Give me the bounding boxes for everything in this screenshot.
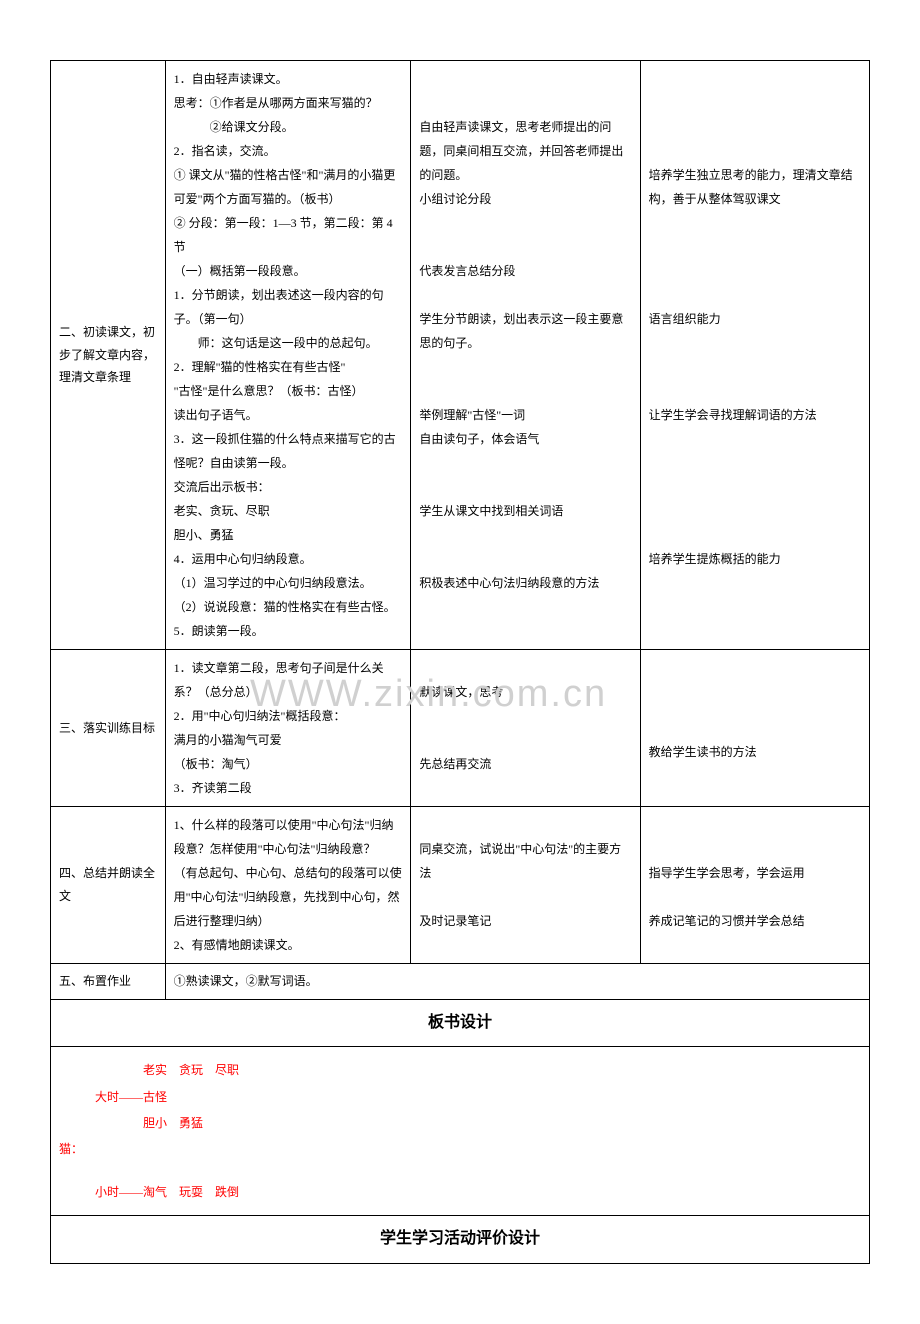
board-line-4: 猫： <box>59 1136 861 1162</box>
board-line-1: 老实 贪玩 尽职 <box>59 1057 861 1083</box>
spacer <box>59 1163 861 1179</box>
section-header-row: 学生学习活动评价设计 <box>51 1216 870 1263</box>
row2-col3: 默读课文，思考 先总结再交流 <box>411 650 640 807</box>
row1-col3: 自由轻声读课文，思考老师提出的问题，同桌间相互交流，并回答老师提出的问题。 小组… <box>411 61 640 650</box>
lesson-plan-table: 二、初读课文，初步了解文章内容，理清文章条理 1．自由轻声读课文。 思考：①作者… <box>50 60 870 1264</box>
row3-col3: 同桌交流，试说出"中心句法"的主要方法 及时记录笔记 <box>411 807 640 964</box>
board-design-row: 老实 贪玩 尽职 大时——古怪 胆小 勇猛 猫： 小时——淘气 玩耍 跌倒 <box>51 1047 870 1216</box>
section-header-row: 板书设计 <box>51 999 870 1046</box>
row4-col2: ①熟读课文，②默写词语。 <box>165 964 869 1000</box>
board-line-3: 胆小 勇猛 <box>59 1110 861 1136</box>
table-row: 二、初读课文，初步了解文章内容，理清文章条理 1．自由轻声读课文。 思考：①作者… <box>51 61 870 650</box>
board-line-5: 小时——淘气 玩耍 跌倒 <box>59 1179 861 1205</box>
row3-col1: 四、总结并朗读全文 <box>51 807 166 964</box>
row2-col2: 1．读文章第二段，思考句子间是什么关系？（总分总） 2．用"中心句归纳法"概括段… <box>165 650 411 807</box>
page-content: WWW.zixin.com.cn 二、初读课文，初步了解文章内容，理清文章条理 … <box>50 60 870 1264</box>
row3-col4: 指导学生学会思考，学会运用 养成记笔记的习惯并学会总结 <box>640 807 869 964</box>
evaluation-header: 学生学习活动评价设计 <box>51 1216 870 1263</box>
board-design-content: 老实 贪玩 尽职 大时——古怪 胆小 勇猛 猫： 小时——淘气 玩耍 跌倒 <box>51 1047 870 1216</box>
table-row: 五、布置作业 ①熟读课文，②默写词语。 <box>51 964 870 1000</box>
table-row: 四、总结并朗读全文 1、什么样的段落可以使用"中心句法"归纳段意？怎样使用"中心… <box>51 807 870 964</box>
row1-col4: 培养学生独立思考的能力，理清文章结构，善于从整体驾驭课文 语言组织能力 让学生学… <box>640 61 869 650</box>
row3-col2: 1、什么样的段落可以使用"中心句法"归纳段意？怎样使用"中心句法"归纳段意？ （… <box>165 807 411 964</box>
row1-col1: 二、初读课文，初步了解文章内容，理清文章条理 <box>51 61 166 650</box>
row2-col1: 三、落实训练目标 <box>51 650 166 807</box>
board-line-2: 大时——古怪 <box>59 1084 861 1110</box>
board-design-header: 板书设计 <box>51 999 870 1046</box>
table-row: 三、落实训练目标 1．读文章第二段，思考句子间是什么关系？（总分总） 2．用"中… <box>51 650 870 807</box>
row4-col1: 五、布置作业 <box>51 964 166 1000</box>
row2-col4: 教给学生读书的方法 <box>640 650 869 807</box>
row1-col2: 1．自由轻声读课文。 思考：①作者是从哪两方面来写猫的？ ②给课文分段。 2．指… <box>165 61 411 650</box>
